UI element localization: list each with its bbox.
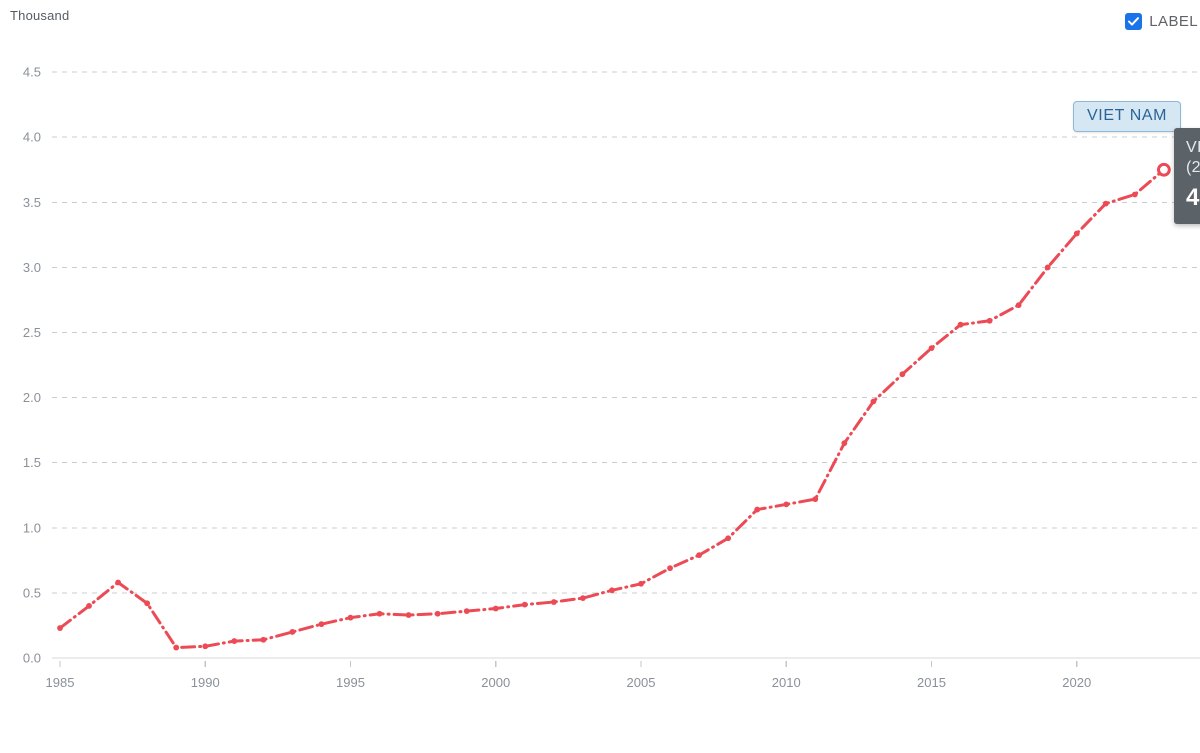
data-point[interactable] <box>1073 230 1080 237</box>
data-point[interactable] <box>754 506 761 513</box>
data-point[interactable] <box>928 345 935 352</box>
tooltip-pointer-icon <box>1174 128 1175 145</box>
label-toggle[interactable]: LABEL <box>1125 13 1198 30</box>
data-point[interactable] <box>521 601 528 608</box>
data-point[interactable] <box>841 440 848 447</box>
y-tick-label: 0.0 <box>23 651 41 666</box>
data-point[interactable] <box>492 605 499 612</box>
data-point[interactable] <box>783 501 790 508</box>
y-axis-ticks: 0.0 0.5 1.0 1.5 2.0 2.5 3.0 3.5 4.0 4.5 <box>23 65 41 666</box>
y-tick-label: 4.5 <box>23 65 41 80</box>
series-group[interactable] <box>57 162 1171 651</box>
x-tick-label: 2000 <box>481 675 510 690</box>
series-label-badge[interactable]: VIET NAM <box>1073 101 1182 132</box>
y-axis-unit-label: Thousand <box>10 8 70 23</box>
x-tick-label: 2020 <box>1062 675 1091 690</box>
data-point[interactable] <box>550 599 557 605</box>
data-point[interactable] <box>1015 302 1022 309</box>
data-point[interactable] <box>986 317 993 324</box>
y-tick-label: 3.0 <box>23 260 41 275</box>
data-point[interactable] <box>957 321 964 328</box>
data-point[interactable] <box>260 636 267 643</box>
data-point[interactable] <box>667 565 673 572</box>
data-point[interactable] <box>638 580 644 587</box>
data-point[interactable] <box>115 579 121 586</box>
tooltip-value: 4.35 <box>1186 184 1200 211</box>
data-point[interactable] <box>870 398 877 405</box>
data-point[interactable] <box>318 621 325 628</box>
series-label-text: VIET NAM <box>1087 107 1168 124</box>
data-point-highlighted[interactable] <box>1157 162 1171 177</box>
x-tick-label: 1985 <box>46 675 75 690</box>
data-point[interactable] <box>1102 200 1109 207</box>
y-tick-label: 0.5 <box>23 585 41 600</box>
data-point[interactable] <box>289 629 296 635</box>
data-point[interactable] <box>57 625 63 631</box>
data-point[interactable] <box>231 638 238 644</box>
data-point[interactable] <box>812 496 819 503</box>
hover-tooltip: VIET NAM (2023) 4.35 <box>1174 128 1200 224</box>
data-point[interactable] <box>609 587 615 594</box>
data-point[interactable] <box>725 535 732 542</box>
x-tick-label: 2005 <box>627 675 656 690</box>
data-point[interactable] <box>347 614 354 621</box>
y-tick-label: 1.5 <box>23 455 41 470</box>
data-point[interactable] <box>1131 191 1138 198</box>
data-point[interactable] <box>463 608 470 615</box>
x-tick-label: 1990 <box>191 675 220 690</box>
x-tick-label: 1995 <box>336 675 365 690</box>
y-tick-label: 4.0 <box>23 130 41 145</box>
gridlines <box>52 71 1200 594</box>
y-tick-label: 3.5 <box>23 195 41 210</box>
data-point[interactable] <box>173 644 180 651</box>
data-point[interactable] <box>580 595 586 602</box>
x-axis-ticks: 1985 1990 1995 2000 2005 2010 2015 2020 <box>46 661 1091 690</box>
data-point[interactable] <box>86 603 92 609</box>
checkbox-checked-icon[interactable] <box>1125 13 1143 30</box>
data-point[interactable] <box>434 610 441 617</box>
data-point[interactable] <box>899 371 906 378</box>
data-point[interactable] <box>696 552 702 559</box>
tooltip-year: (2023) <box>1186 159 1200 176</box>
x-tick-label: 2010 <box>772 675 801 690</box>
y-tick-label: 2.0 <box>23 390 41 405</box>
data-point[interactable] <box>405 612 412 618</box>
y-tick-label: 2.5 <box>23 325 41 340</box>
series-line-viet-nam[interactable] <box>58 168 1166 650</box>
data-point[interactable] <box>144 600 151 607</box>
tooltip-series-name: VIET NAM <box>1186 139 1200 156</box>
data-point[interactable] <box>376 610 383 617</box>
label-toggle-text: LABEL <box>1149 13 1198 30</box>
data-point[interactable] <box>202 643 209 650</box>
y-tick-label: 1.0 <box>23 520 41 535</box>
data-point[interactable] <box>1044 264 1051 271</box>
x-tick-label: 2015 <box>917 675 946 690</box>
